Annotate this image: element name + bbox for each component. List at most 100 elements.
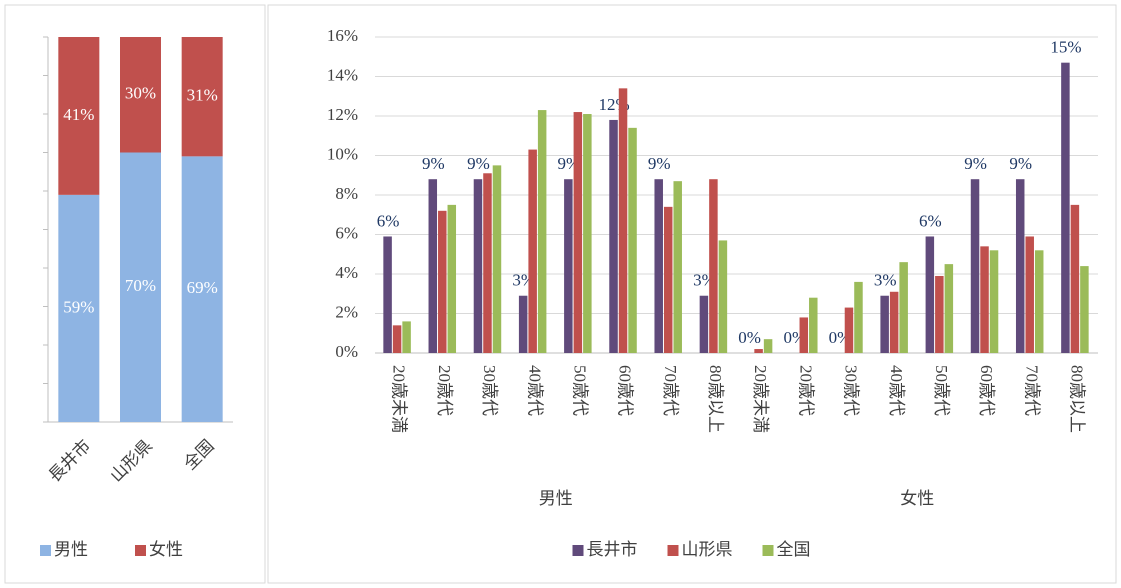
x-tick-label: 60歳代 [616,365,635,416]
x-tick-label: 20歳代 [796,365,815,416]
bar [944,264,954,353]
group-label: 男性 [539,489,573,508]
x-tick-label: 80歳以上 [1068,365,1087,433]
bar [925,236,935,353]
bar [438,210,447,353]
bar [709,179,718,353]
legend-label: 全国 [777,540,811,559]
y-tick-label: 0% [335,342,358,361]
bar [573,112,583,353]
bar [618,88,628,353]
x-tick-label: 20歳未満 [751,365,770,433]
bar-segment [181,156,223,422]
x-tick-label: 50歳代 [570,365,589,416]
bar [673,181,682,353]
data-label: 3% [874,271,897,290]
bar [935,275,944,353]
data-label: 6% [377,211,400,230]
bar [1070,204,1080,353]
data-label: 59% [63,297,94,316]
bar [383,236,392,353]
y-tick-label: 4% [335,263,358,282]
bar [699,295,709,353]
x-tick-label: 70歳代 [661,365,680,416]
bar-segment [120,37,161,153]
y-tick-label: 16% [327,26,358,45]
bar [447,204,457,353]
bar [564,179,573,353]
y-tick-label: 2% [335,302,358,321]
x-tick-label: 30歳代 [842,365,861,416]
bar [1015,179,1025,353]
bar [1061,62,1070,354]
bar [537,110,547,353]
data-label: 69% [187,278,218,297]
data-label: 30% [125,84,156,103]
data-label: 70% [125,276,156,295]
x-tick-label: 50歳代 [932,365,951,416]
bar-segment [58,37,100,195]
bar [989,250,999,353]
bar [473,179,483,353]
bar [889,291,899,353]
bar-segment [58,194,100,422]
legend-swatch [572,545,584,556]
right-panel [267,4,1117,584]
x-tick-label: 20歳未満 [390,365,409,433]
bar-segment [181,37,223,157]
bar [654,179,663,353]
y-tick-label: 12% [327,105,358,124]
bar [809,297,818,353]
data-label: 41% [63,105,94,124]
bar [1025,236,1034,353]
bar-segment [120,152,161,422]
data-label: 9% [964,154,987,173]
y-tick-label: 6% [335,223,358,242]
x-tick-label: 70歳代 [1022,365,1041,416]
bar [392,325,402,353]
y-tick-label: 14% [327,65,358,84]
data-label: 9% [1009,154,1032,173]
x-tick-label: 40歳代 [887,365,906,416]
bar [763,339,773,353]
legend-swatch [762,545,774,556]
legend-swatch [135,545,146,556]
bar [899,262,908,353]
group-label: 女性 [900,489,934,508]
bar [844,307,854,353]
legend-swatch [40,545,51,556]
x-tick-label: 60歳代 [977,365,996,416]
data-label: 0% [738,328,761,347]
bar [518,295,528,353]
data-label: 6% [919,211,942,230]
bar [1034,250,1044,353]
legend-swatch [667,545,679,556]
bar [980,246,989,353]
bar [663,206,673,353]
data-label: 31% [187,86,218,105]
bar [1080,266,1089,353]
bar [609,119,618,353]
bar [492,165,502,353]
x-tick-label: 20歳代 [435,365,454,416]
bar [628,127,637,353]
bar [583,114,592,354]
bar [718,240,728,353]
bar [528,149,537,353]
data-label: 9% [422,154,445,173]
x-tick-label: 30歳代 [480,365,499,416]
x-tick-label: 40歳代 [525,365,544,416]
legend-label: 女性 [149,540,183,559]
bar [754,349,763,353]
x-tick-label: 80歳以上 [706,365,725,433]
data-label: 15% [1050,38,1081,57]
legend-label: 男性 [54,540,88,559]
bar [970,179,980,353]
data-label: 9% [467,154,490,173]
bar [483,173,492,353]
y-tick-label: 8% [335,184,358,203]
bar [402,321,411,353]
bar [880,295,889,353]
